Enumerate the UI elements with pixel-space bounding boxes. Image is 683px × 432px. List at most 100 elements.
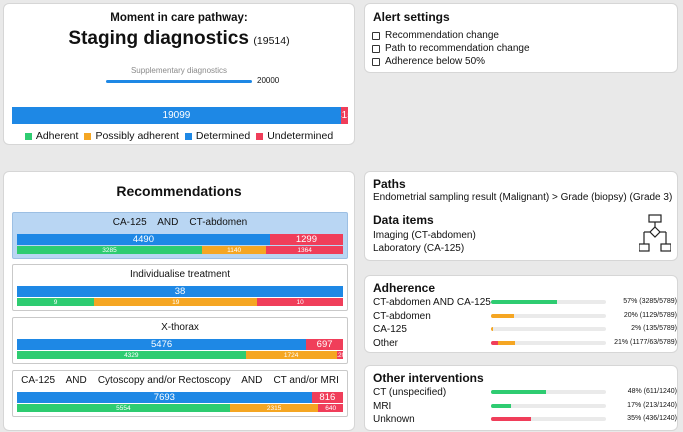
- checkbox[interactable]: [372, 44, 380, 53]
- determined-segment[interactable]: 5476: [17, 339, 307, 350]
- stat-track: [491, 403, 606, 408]
- legend-swatch: [256, 132, 264, 140]
- checkbox[interactable]: [372, 57, 380, 66]
- recommendation-card[interactable]: Individualise treatment 38 9 19 10: [12, 264, 348, 311]
- stat-label: CT-abdomen: [373, 310, 431, 322]
- recommendation-card[interactable]: X-thorax547669743291724120: [12, 317, 348, 364]
- supplementary-bar[interactable]: [106, 80, 252, 83]
- legend-label: Determined: [195, 130, 251, 142]
- supplementary-label[interactable]: Supplementary diagnostics: [130, 66, 228, 75]
- legend-item: Determined: [184, 130, 251, 142]
- stat-row[interactable]: CT (unspecified) 48% (611/1240): [373, 387, 677, 399]
- non-adherent-segment[interactable]: 1364: [266, 246, 343, 254]
- stage-count: (19514): [253, 35, 290, 47]
- orange-fill: [491, 313, 514, 318]
- stat-value: 57% (3285/5789): [623, 298, 677, 305]
- determined-segment[interactable]: 4490: [17, 234, 270, 245]
- undetermined-segment[interactable]: 697: [306, 339, 343, 350]
- adherent-segment[interactable]: 5554: [17, 404, 230, 412]
- recommendations-panel: Recommendations CA-125 AND CT-abdomen 449…: [3, 171, 355, 431]
- adherence-bar[interactable]: 9 19 10: [17, 298, 343, 306]
- legend-item: Possibly adherent: [84, 130, 179, 142]
- determination-bar[interactable]: 5476 697: [17, 339, 343, 350]
- stat-track: [491, 417, 606, 421]
- non-adherent-segment[interactable]: 640: [318, 404, 343, 412]
- other-interventions-title: Other interventions: [373, 371, 484, 385]
- care-pathway-panel: Moment in care pathway: Staging diagnost…: [3, 3, 355, 145]
- stat-label: CT (unspecified): [373, 387, 447, 398]
- stat-row[interactable]: Other 21% (1177/63/5789): [373, 337, 677, 350]
- determination-bar[interactable]: 38: [17, 286, 343, 297]
- stat-value: 48% (611/1240): [627, 388, 677, 395]
- flowchart-icon[interactable]: [639, 214, 671, 254]
- stage-heading: Staging diagnostics (19514): [4, 28, 354, 50]
- green-fill: [491, 300, 557, 304]
- legend-label: Undetermined: [267, 130, 334, 142]
- adherence-bar[interactable]: 3285 1140 1364: [17, 246, 343, 254]
- possibly-adherent-segment[interactable]: 1140: [201, 246, 267, 254]
- alert-option-label: Path to recommendation change: [385, 43, 530, 54]
- stat-track: [491, 300, 606, 304]
- undetermined-segment[interactable]: 816: [311, 392, 343, 403]
- green-fill: [491, 403, 511, 408]
- green-fill: [491, 390, 547, 394]
- stat-row[interactable]: CA-125 2% (135/5789): [373, 324, 677, 336]
- data-item: Imaging (CT-abdomen): [373, 230, 476, 241]
- possibly-adherent-segment[interactable]: 19: [94, 298, 258, 306]
- determined-segment[interactable]: 19099: [12, 107, 341, 124]
- possibly-adherent-segment[interactable]: 2315: [229, 404, 319, 412]
- stat-label: CA-125: [373, 324, 407, 335]
- adherence-title: Adherence: [373, 281, 436, 295]
- legend-item: Adherent: [24, 130, 78, 142]
- pathway-label: Moment in care pathway:: [110, 12, 248, 24]
- paths-title: Paths: [373, 177, 406, 191]
- recommendations-title: Recommendations: [116, 183, 242, 199]
- adherent-segment[interactable]: 4329: [17, 351, 246, 359]
- alert-option-adherence-below[interactable]: Adherence below 50%: [372, 56, 485, 67]
- determination-bar[interactable]: 4490 1299: [17, 234, 343, 245]
- stat-label: Unknown: [373, 414, 415, 425]
- stat-label: Other: [373, 337, 399, 349]
- adherent-segment[interactable]: 3285: [17, 246, 202, 254]
- alert-option-path-change[interactable]: Path to recommendation change: [372, 43, 530, 54]
- legend: Adherent Possibly adherent Determined Undet…: [4, 130, 354, 143]
- stat-value: 20% (1129/5789): [623, 311, 677, 319]
- alert-option-recommendation-change[interactable]: Recommendation change: [372, 30, 499, 41]
- legend-label: Possibly adherent: [95, 130, 179, 142]
- stat-track: [491, 327, 606, 331]
- possibly-adherent-segment[interactable]: 1724: [245, 351, 337, 359]
- adherence-bar[interactable]: 5554 2315 640: [17, 404, 343, 412]
- red-fill: [491, 417, 532, 421]
- stat-value: 2% (135/5789): [631, 325, 677, 332]
- determined-segment[interactable]: 7693: [17, 392, 312, 403]
- supplementary-value: 20000: [257, 76, 280, 85]
- recommendation-card[interactable]: CA-125 AND CT-abdomen 4490 1299 3285 1140 136…: [12, 212, 348, 259]
- stat-track: [491, 340, 606, 345]
- legend-swatch: [84, 132, 92, 140]
- data-items-title: Data items: [373, 213, 434, 227]
- stage-determination-bar[interactable]: 19099415: [12, 107, 348, 124]
- determination-bar[interactable]: 7693 816: [17, 392, 343, 403]
- stat-track: [491, 313, 606, 318]
- data-item: Laboratory (CA-125): [373, 243, 465, 254]
- other-interventions-panel: Other interventions CT (unspecified) 48% …: [364, 365, 678, 431]
- stat-row[interactable]: Unknown 35% (436/1240): [373, 414, 677, 426]
- non-adherent-segment[interactable]: 120: [336, 351, 343, 359]
- non-adherent-segment[interactable]: 10: [257, 298, 343, 306]
- undetermined-segment[interactable]: 415: [340, 107, 348, 124]
- adherence-bar[interactable]: 43291724120: [17, 351, 343, 359]
- stat-row[interactable]: MRI 17% (213/1240): [373, 401, 677, 413]
- paths-panel: Paths Endometrial sampling result (Malig…: [364, 171, 678, 261]
- checkbox[interactable]: [372, 31, 380, 40]
- recommendation-card[interactable]: CA-125 AND Cytoscopy and/or Rectoscopy A…: [12, 370, 348, 417]
- path-description: Endometrial sampling result (Malignant) …: [373, 192, 673, 203]
- red-fill: [491, 340, 498, 345]
- adherence-panel: Adherence CT-abdomen AND CA-125 57% (3285…: [364, 275, 678, 353]
- stat-row[interactable]: CT-abdomen AND CA-125 57% (3285/5789): [373, 297, 677, 309]
- undetermined-segment[interactable]: 1299: [269, 234, 343, 245]
- alert-option-label: Recommendation change: [385, 30, 499, 41]
- stat-row[interactable]: CT-abdomen 20% (1129/5789): [373, 310, 677, 323]
- alert-settings-panel: Alert settings Recommendation change Pat…: [364, 3, 678, 73]
- determined-segment[interactable]: 38: [17, 286, 343, 297]
- adherent-segment[interactable]: 9: [17, 298, 95, 306]
